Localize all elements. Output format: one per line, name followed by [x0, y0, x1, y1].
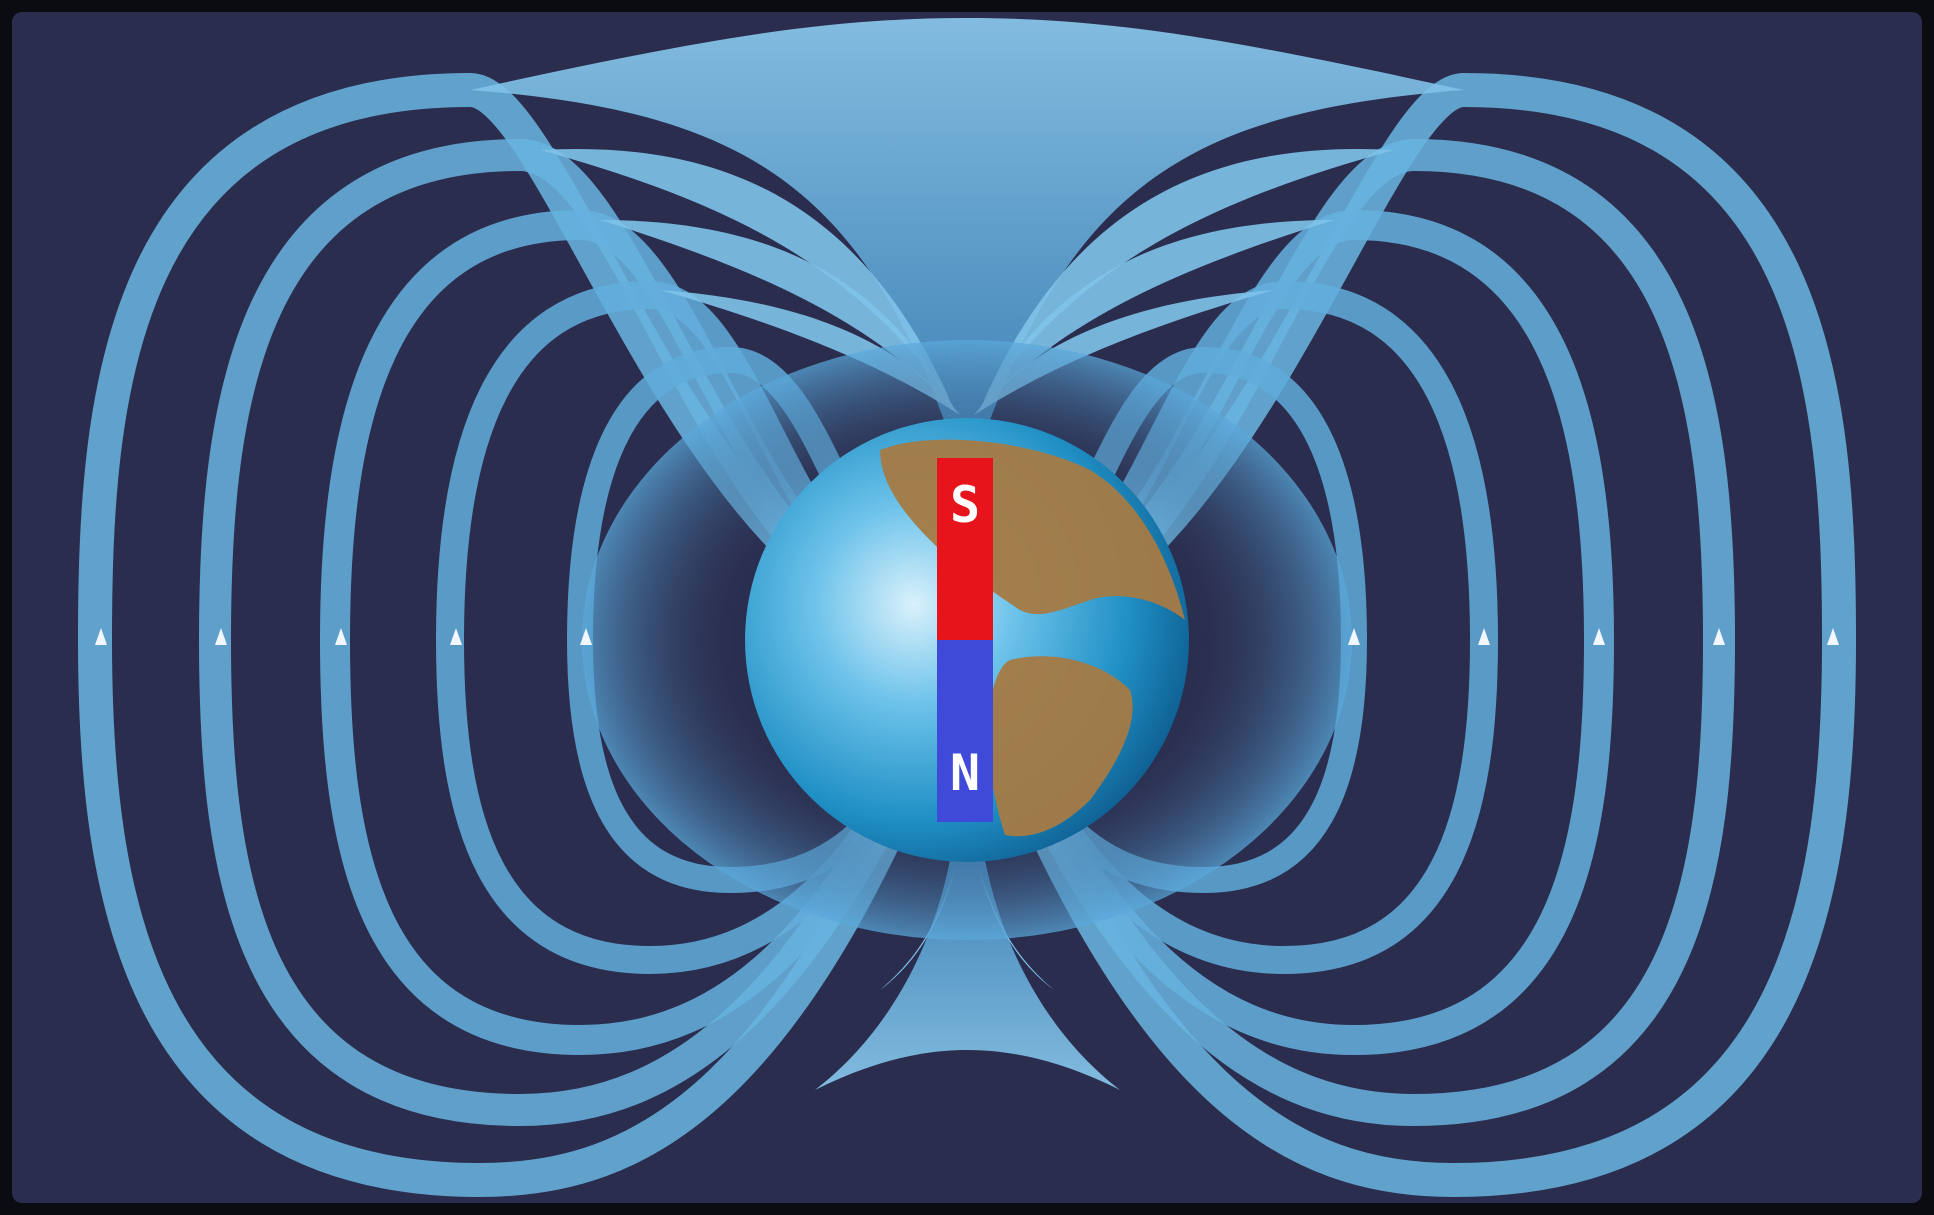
top-funnel-fin-right-1: [984, 148, 1394, 400]
bar-magnet-icon: S N: [937, 458, 993, 822]
magnet-south-half: [937, 458, 993, 640]
top-funnel: [470, 18, 1464, 420]
bottom-funnel-shape: [815, 860, 1120, 1090]
arrow-up-icon: [1348, 628, 1360, 645]
arrow-up-icon: [95, 628, 107, 645]
arrow-up-icon: [580, 628, 592, 645]
top-funnel-fin-left-1: [540, 148, 950, 400]
field-line-left-4: [435, 280, 981, 975]
top-funnel-fin-right-2: [979, 220, 1334, 410]
south-america-landmass: [988, 656, 1133, 837]
arrow-up-icon: [1713, 628, 1725, 645]
magnet-south-label: S: [950, 476, 980, 534]
arrow-up-icon: [1478, 628, 1490, 645]
top-funnel-shape: [470, 18, 1464, 420]
arrow-up-icon: [450, 628, 462, 645]
arrow-up-icon: [1593, 628, 1605, 645]
arrow-up-icon: [1827, 628, 1839, 645]
field-line-left-3: [319, 209, 982, 1056]
bottom-funnel: [815, 860, 1120, 1090]
arrow-up-icon: [335, 628, 347, 645]
magnet-north-label: N: [950, 744, 980, 802]
field-arrows: [95, 628, 1839, 645]
magnet-north-half: [937, 640, 993, 822]
top-funnel-fin-left-2: [600, 220, 955, 410]
arrow-up-icon: [215, 628, 227, 645]
